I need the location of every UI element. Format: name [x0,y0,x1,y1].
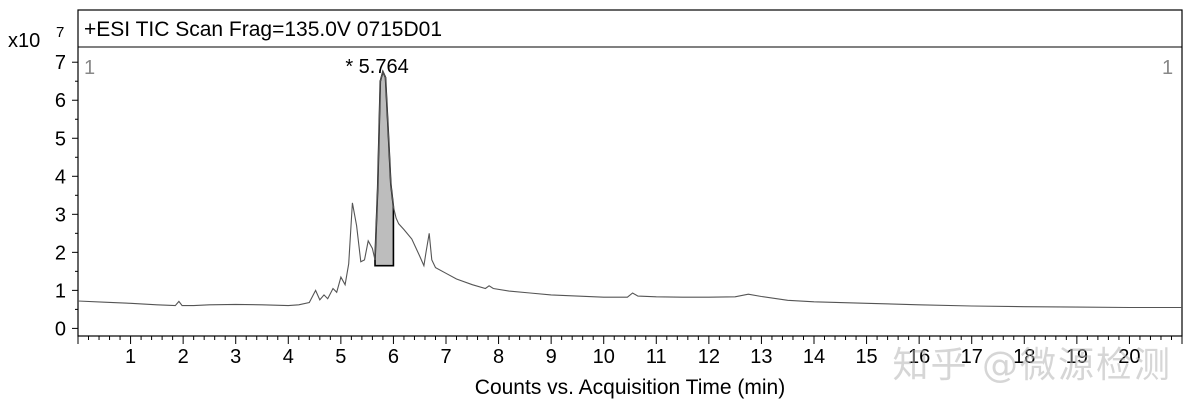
x-tick-label: 16 [908,346,930,368]
peak-annotation-label: * 5.764 [345,56,408,78]
x-tick-label: 13 [750,346,772,368]
y-scale-exponent: 7 [56,24,64,41]
y-scale-label: x10 [8,30,40,52]
y-tick-label: 0 [55,318,66,340]
x-tick-label: 11 [646,346,667,368]
x-axis: 1 2 3 4 5 6 7 8 9 10 11 12 13 14 15 16 17 18 19 20 [77,336,1183,368]
chart-title: +ESI TIC Scan Frag=135.0V 0715D01 [84,18,442,41]
x-tick-label: 4 [283,346,294,368]
corner-marker-right: 1 [1162,57,1173,79]
tic-trace-line [77,70,1182,309]
x-tick-label: 17 [961,346,983,368]
y-tick-label: 6 [55,90,66,112]
x-tick-label: 1 [125,346,136,368]
y-tick-label: 1 [55,280,66,302]
y-tick-label: 3 [55,204,66,226]
corner-marker-left: 1 [84,57,95,79]
plot-frame [77,9,1183,337]
x-tick-label: 8 [493,346,504,368]
x-tick-label: 15 [855,346,877,368]
x-tick-label: 3 [230,346,241,368]
y-tick-label: 4 [55,166,66,188]
x-tick-label: 14 [803,346,825,368]
x-tick-label: 2 [178,346,189,368]
y-tick-label: 2 [55,242,66,264]
x-tick-label: 18 [1013,346,1035,368]
x-tick-label: 5 [335,346,346,368]
x-tick-label: 12 [698,346,720,368]
y-axis: 0 1 2 3 4 5 6 7 [55,52,78,340]
x-tick-label: 20 [1118,346,1140,368]
x-tick-label: 9 [546,346,557,368]
x-tick-label: 6 [388,346,399,368]
y-tick-label: 7 [55,52,66,74]
y-tick-label: 5 [55,128,66,150]
x-tick-label: 7 [440,346,451,368]
x-tick-label: 10 [593,346,615,368]
x-tick-label: 19 [1066,346,1088,368]
x-axis-title: Counts vs. Acquisition Time (min) [475,376,785,399]
